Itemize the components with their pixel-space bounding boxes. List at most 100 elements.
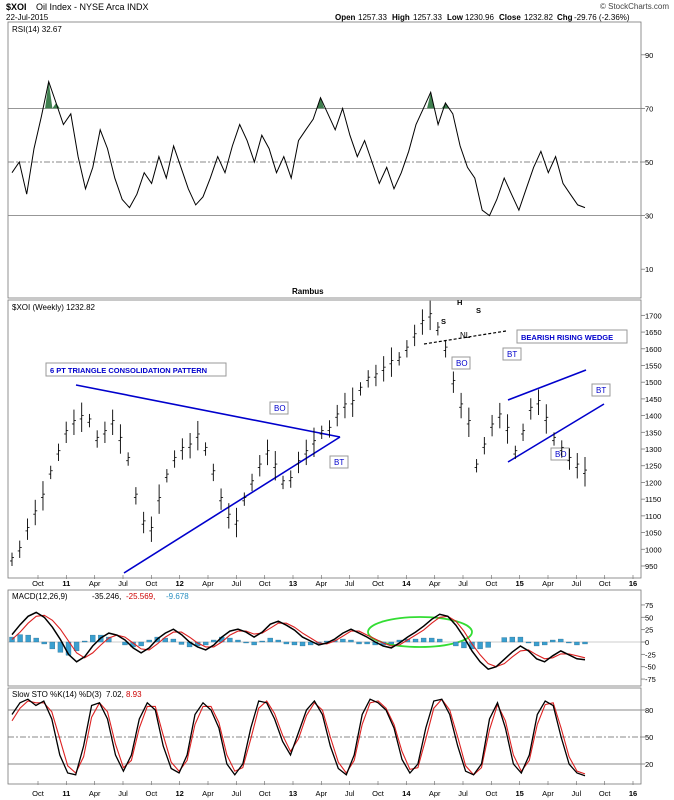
rsi-ytick-label: 30	[645, 212, 653, 221]
time-tick-label: Oct	[145, 789, 158, 798]
macd-hist-bar	[203, 641, 209, 646]
macd-hist-bar	[429, 637, 435, 643]
time-tick-label: Jul	[458, 789, 468, 798]
rsi-chart: RSI(14) 32.67 Rambus 90 70 50 30 10	[8, 25, 653, 296]
macd-hist-bar	[17, 634, 23, 643]
macd-hist-bar	[356, 641, 362, 645]
time-tick-label: Oct	[599, 789, 612, 798]
time-tick-label: 16	[629, 789, 637, 798]
macd-hist-bar	[41, 641, 47, 645]
sto-d-line	[11, 698, 586, 776]
macd-hist-bar	[243, 641, 249, 644]
price-ytick-label: 1200	[645, 478, 662, 487]
macd-hist-bar	[81, 640, 88, 643]
bt-label-2: BT	[507, 350, 517, 359]
close-label: Close	[499, 13, 521, 22]
hs-left-shoulder-label: S	[441, 317, 446, 326]
time-tick-label: 14	[402, 789, 411, 798]
time-tick-label: Apr	[202, 579, 214, 588]
macd-hist-bar	[550, 639, 556, 643]
time-tick-label: Apr	[542, 579, 554, 588]
bo-label-3: BO	[555, 450, 567, 459]
macd-hist-bar	[211, 639, 217, 643]
macd-hist-bar	[525, 641, 532, 644]
price-ytick-label: 1550	[645, 361, 662, 370]
copyright: © StockCharts.com	[600, 2, 669, 11]
time-tick-label: Oct	[259, 789, 272, 798]
time-tick-label: Oct	[599, 579, 612, 588]
time-tick-label: Jul	[345, 789, 355, 798]
price-ytick-label: 1300	[645, 445, 662, 454]
macd-ytick-label: 25	[645, 626, 653, 635]
price-ytick-label: 1600	[645, 345, 662, 354]
hs-right-shoulder-label: S	[476, 306, 481, 315]
macd-ytick-label: -75	[645, 675, 656, 684]
price-panel	[7, 299, 642, 579]
neckline	[423, 330, 507, 345]
macd-hist-bar	[251, 641, 257, 646]
low-label: Low	[447, 13, 464, 22]
macd-hist-bar	[348, 639, 354, 643]
macd-hist-bar	[477, 641, 483, 650]
macd-legend-value: -35.246,	[92, 592, 121, 601]
macd-hist-bar	[73, 641, 80, 652]
chg-label: Chg	[557, 13, 573, 22]
rsi-overbought-fill	[316, 97, 325, 109]
low-value: 1230.96	[465, 13, 494, 22]
macd-hist-bar	[9, 636, 15, 643]
bt-callout-3: BT	[591, 383, 611, 397]
macd-hist-bar	[437, 638, 443, 643]
macd-hist-bar	[509, 636, 516, 643]
macd-panel	[7, 589, 642, 687]
price-chart: $XOI (Weekly) 1232.82 6 PT TRIANGLE CONS…	[10, 298, 662, 574]
triangle-label: 6 PT TRIANGLE CONSOLIDATION PATTERN	[50, 366, 207, 375]
time-tick-label: Jul	[572, 789, 582, 798]
macd-hist-legend: -9.678	[166, 592, 189, 601]
macd-hist-bar	[275, 639, 281, 643]
bt-label-3: BT	[596, 386, 606, 395]
sto-k-legend: 7.02,	[106, 690, 124, 699]
rsi-ytick-label: 10	[645, 265, 653, 274]
bt-callout-2: BT	[502, 347, 522, 361]
time-tick-label: Oct	[145, 579, 158, 588]
time-tick-label: Jul	[118, 579, 128, 588]
macd-legend-title: MACD(12,26,9)	[12, 592, 68, 601]
time-tick-label: Jul	[118, 789, 128, 798]
time-tick-label: Jul	[232, 579, 242, 588]
price-ytick-label: 1650	[645, 328, 662, 337]
rambus-watermark: Rambus	[292, 287, 324, 296]
time-tick-label: Oct	[259, 579, 272, 588]
price-ytick-label: 1100	[645, 512, 661, 521]
macd-hist-bar	[25, 634, 31, 643]
macd-hist-bar	[412, 638, 419, 643]
macd-highlight-ellipse	[367, 616, 473, 648]
macd-line	[11, 611, 586, 671]
time-tick-label: Apr	[202, 789, 214, 798]
macd-hist-bar	[566, 641, 572, 644]
bo-callout-2: BO	[451, 356, 471, 370]
macd-hist-bar	[461, 641, 467, 649]
bo-label-1: BO	[274, 404, 286, 413]
time-tick-label: Oct	[32, 789, 45, 798]
time-tick-label: Apr	[89, 789, 101, 798]
wedge-lower-line	[507, 403, 605, 463]
macd-hist-bar	[259, 640, 265, 643]
time-tick-label: Apr	[315, 789, 327, 798]
macd-hist-bar	[33, 637, 39, 643]
macd-hist-bar	[420, 637, 427, 643]
time-axis: Oct 11 Apr Jul Oct 12 Apr Jul Oct 13 Apr Jul Oct 14 Ap…	[32, 575, 637, 798]
bt-callout-1: BT	[329, 455, 349, 469]
time-tick-label: 12	[175, 789, 183, 798]
time-tick-label: Jul	[458, 579, 468, 588]
sto-legend-title: Slow STO %K(14) %D(3)	[12, 690, 102, 699]
sto-k-line	[11, 698, 586, 777]
macd-ytick-label: -25	[645, 650, 656, 659]
macd-hist-bar	[235, 639, 241, 643]
header-date: 22-Jul-2015	[6, 13, 49, 22]
macd-hist-bar	[340, 638, 346, 643]
macd-ytick-label: 50	[645, 613, 653, 622]
macd-hist-bar	[90, 634, 96, 643]
macd-hist-bar	[582, 641, 588, 645]
macd-hist-bar	[541, 641, 548, 646]
